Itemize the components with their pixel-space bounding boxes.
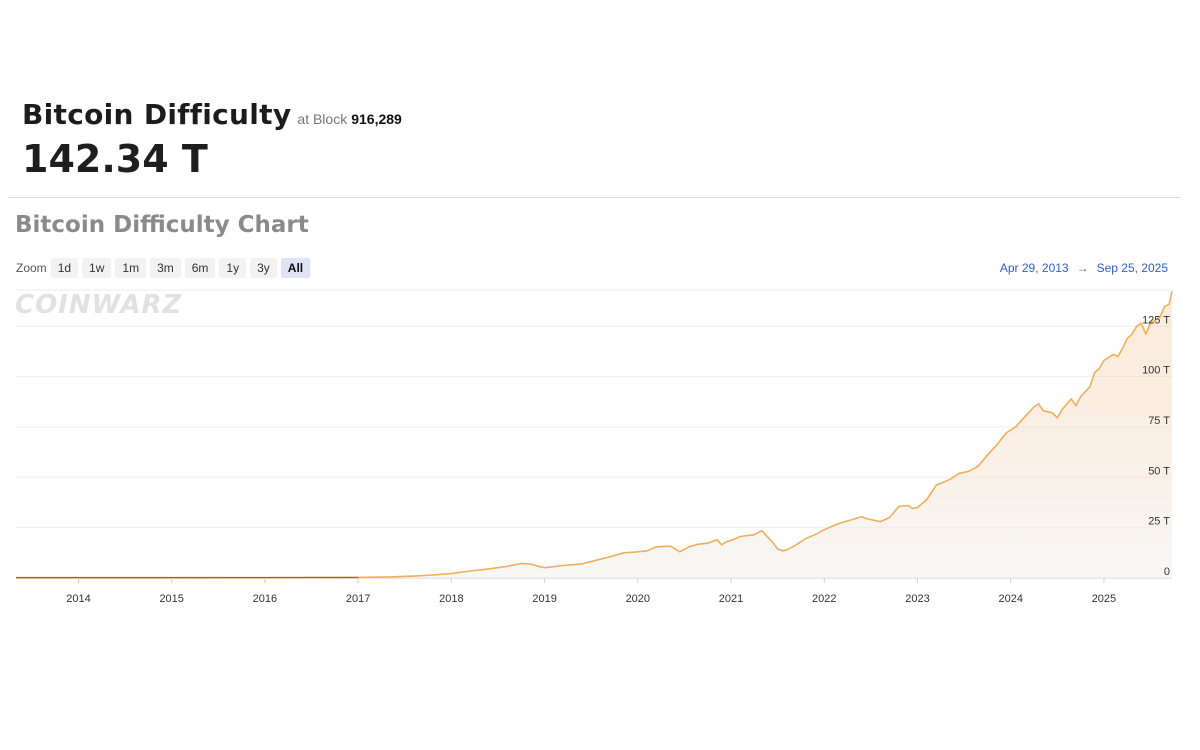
x-tick-label: 2017 bbox=[346, 593, 370, 605]
zoom-button-3y[interactable]: 3y bbox=[250, 258, 277, 278]
page-title: Bitcoin Difficulty bbox=[22, 98, 292, 131]
zoom-button-1w[interactable]: 1w bbox=[82, 258, 112, 278]
y-axis: 0 25 T 50 T 75 T 100 T 125 T bbox=[1142, 314, 1170, 578]
x-tick-label: 2018 bbox=[439, 593, 463, 605]
divider bbox=[8, 197, 1180, 198]
at-block-label: at Block bbox=[297, 111, 348, 127]
difficulty-value: 142.34 T bbox=[22, 137, 208, 181]
x-tick-label: 2014 bbox=[66, 593, 90, 605]
chart-title: Bitcoin Difficulty Chart bbox=[15, 212, 309, 238]
y-tick-label: 50 T bbox=[1148, 465, 1170, 477]
series-area bbox=[16, 291, 1172, 578]
range-end[interactable]: Sep 25, 2025 bbox=[1096, 261, 1168, 275]
header: Bitcoin Difficulty at Block 916,289 142.… bbox=[22, 98, 402, 181]
x-tick-label: 2025 bbox=[1092, 593, 1116, 605]
area-layer bbox=[16, 291, 1173, 579]
zoom-button-3m[interactable]: 3m bbox=[150, 258, 181, 278]
zoom-label: Zoom bbox=[16, 261, 47, 275]
x-tick-label: 2020 bbox=[626, 593, 650, 605]
x-tick-label: 2019 bbox=[532, 593, 556, 605]
x-tick-label: 2015 bbox=[159, 593, 183, 605]
zoom-bar: Zoom 1d 1w 1m 3m 6m 1y 3y All bbox=[16, 258, 314, 278]
y-tick-label: 0 bbox=[1164, 566, 1170, 578]
x-tick-label: 2016 bbox=[253, 593, 277, 605]
range-start[interactable]: Apr 29, 2013 bbox=[999, 261, 1069, 275]
x-tick-label: 2023 bbox=[905, 593, 929, 605]
zoom-button-1y[interactable]: 1y bbox=[219, 258, 247, 278]
x-tick-label: 2024 bbox=[998, 593, 1022, 605]
x-tick-label: 2022 bbox=[812, 593, 836, 605]
y-tick-label: 75 T bbox=[1148, 415, 1170, 427]
y-tick-label: 25 T bbox=[1148, 516, 1170, 528]
y-tick-label: 100 T bbox=[1142, 365, 1170, 377]
zoom-button-6m[interactable]: 6m bbox=[184, 258, 216, 278]
x-tick-label: 2021 bbox=[719, 593, 743, 605]
date-range: Apr 29, 2013 → Sep 25, 2025 bbox=[1000, 261, 1168, 275]
series-line bbox=[16, 291, 1173, 579]
arrow-right-icon: → bbox=[1076, 261, 1089, 275]
coinwarz-watermark: COINWARZ bbox=[15, 290, 183, 320]
zoom-button-1d[interactable]: 1d bbox=[50, 258, 79, 278]
zoom-button-1m[interactable]: 1m bbox=[115, 258, 147, 278]
zoom-button-all[interactable]: All bbox=[280, 258, 311, 278]
x-axis: 2014 2015 2016 2017 2018 2019 2020 2021 2022 2023… bbox=[66, 578, 1116, 605]
title-row: Bitcoin Difficulty at Block 916,289 bbox=[22, 98, 402, 131]
y-tick-label: 125 T bbox=[1142, 314, 1170, 326]
block-number: 916,289 bbox=[351, 111, 402, 127]
